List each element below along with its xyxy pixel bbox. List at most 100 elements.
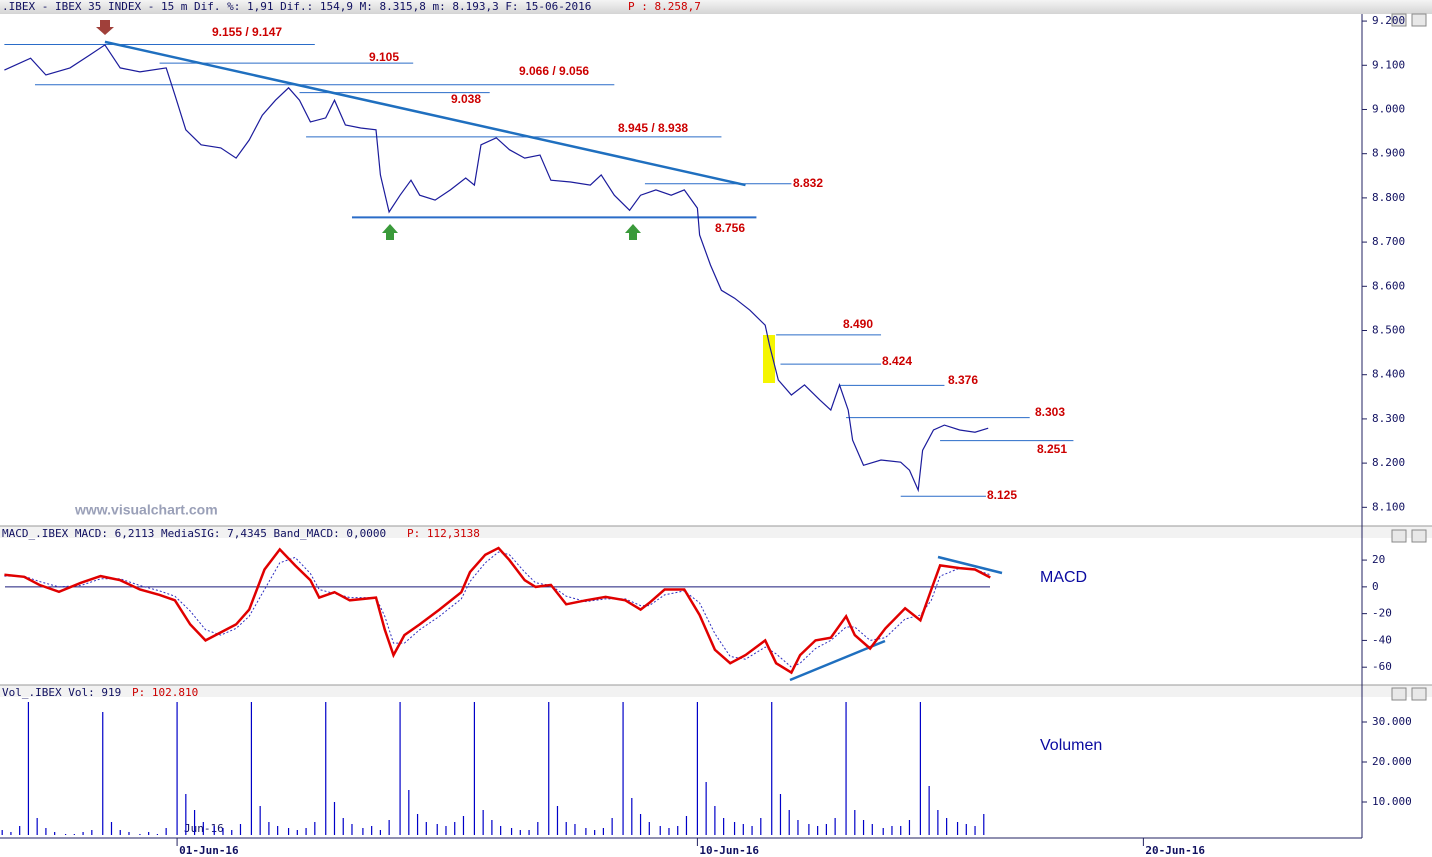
bar	[919, 702, 921, 835]
bar	[176, 702, 178, 835]
bar	[296, 830, 298, 835]
bar	[128, 832, 130, 835]
bar	[139, 834, 141, 835]
minimize-button[interactable]	[1391, 13, 1407, 27]
y-tick-label: 20	[1372, 553, 1385, 566]
bar	[965, 824, 967, 835]
bar	[834, 818, 836, 835]
y-tick-label: 9.000	[1372, 102, 1405, 115]
minimize-button[interactable]	[1391, 687, 1407, 701]
bar	[648, 822, 650, 835]
bar	[528, 830, 530, 835]
volume-header-value: P: 102.810	[132, 686, 198, 699]
up-arrow	[382, 224, 398, 240]
x-tick-label: 10-Jun-16	[699, 844, 759, 857]
level-label: 9.105	[369, 50, 399, 64]
panel-label: Volumen	[1040, 737, 1102, 754]
header-bar	[0, 0, 1432, 14]
divergence-line	[937, 555, 1003, 575]
y-tick-label: 8.300	[1372, 412, 1405, 425]
level-label: 8.424	[882, 354, 912, 368]
minimize-button[interactable]	[1391, 529, 1407, 543]
bar	[82, 832, 84, 835]
bar	[362, 828, 364, 835]
bar	[519, 830, 521, 835]
bar	[882, 828, 884, 835]
bar	[817, 826, 819, 835]
close-button[interactable]	[1411, 687, 1427, 701]
bar	[351, 824, 353, 835]
bar	[1, 830, 3, 835]
bar	[277, 826, 279, 835]
bar	[908, 820, 911, 835]
bar	[705, 782, 707, 835]
bar	[760, 818, 762, 835]
bar	[268, 822, 270, 835]
up-arrow	[625, 224, 641, 240]
bar	[388, 820, 390, 835]
bar	[659, 826, 661, 835]
bar	[723, 818, 725, 835]
y-tick-label: -20	[1372, 607, 1392, 620]
level-label: 8.490	[843, 317, 873, 331]
bar	[119, 830, 121, 835]
bar	[556, 806, 559, 835]
panel-buttons[interactable]	[1391, 13, 1427, 701]
level-label: 9.038	[451, 92, 481, 106]
bar	[585, 828, 587, 835]
bar	[611, 818, 613, 835]
bar	[325, 702, 327, 835]
volume-header: Vol_.IBEX Vol: 919	[2, 686, 121, 699]
bar	[371, 826, 373, 835]
bar	[408, 790, 410, 835]
watermark: www.visualchart.com	[74, 502, 218, 518]
y-tick-label: 8.600	[1372, 279, 1405, 292]
bar	[91, 830, 93, 835]
level-label: 9.155 / 9.147	[212, 25, 282, 39]
y-tick-label: 9.200	[1372, 14, 1405, 27]
separator	[0, 685, 1432, 697]
macd-header-value: P: 112,3138	[407, 527, 480, 540]
line	[4, 551, 991, 668]
bar	[482, 810, 484, 835]
bar	[685, 816, 688, 835]
y-tick-label: 8.200	[1372, 456, 1405, 469]
bar	[537, 822, 539, 835]
bar	[19, 826, 21, 835]
bar	[231, 830, 233, 835]
separator	[0, 526, 1432, 538]
y-tick-label: 8.500	[1372, 324, 1405, 337]
bar	[594, 830, 596, 835]
bar	[342, 818, 344, 835]
bar	[27, 702, 30, 835]
trend-line	[104, 40, 746, 187]
bar	[928, 786, 930, 835]
bar	[845, 702, 847, 835]
x-tick-label: 20-Jun-16	[1145, 844, 1205, 857]
level-label: 8.125	[987, 488, 1017, 502]
bar	[287, 828, 290, 835]
bar	[305, 828, 307, 835]
bar	[462, 816, 465, 835]
level-label: 9.066 / 9.056	[519, 64, 589, 78]
bar	[193, 810, 196, 835]
close-button[interactable]	[1411, 529, 1427, 543]
y-tick-label: 9.100	[1372, 58, 1405, 71]
bar	[185, 794, 187, 835]
level-label: 8.303	[1035, 405, 1065, 419]
header-price: P : 8.258,7	[628, 0, 701, 13]
y-tick-label: 10.000	[1372, 795, 1412, 808]
y-tick-label: 8.900	[1372, 147, 1405, 160]
highlight-box	[763, 335, 775, 383]
y-tick-label: 8.100	[1372, 500, 1405, 513]
bar	[891, 826, 893, 835]
bar	[110, 822, 113, 835]
bar	[213, 826, 215, 835]
bar	[333, 802, 336, 835]
bar	[73, 834, 75, 835]
bar	[379, 830, 381, 835]
close-button[interactable]	[1411, 13, 1427, 27]
bar	[946, 818, 948, 835]
bar	[454, 822, 456, 835]
